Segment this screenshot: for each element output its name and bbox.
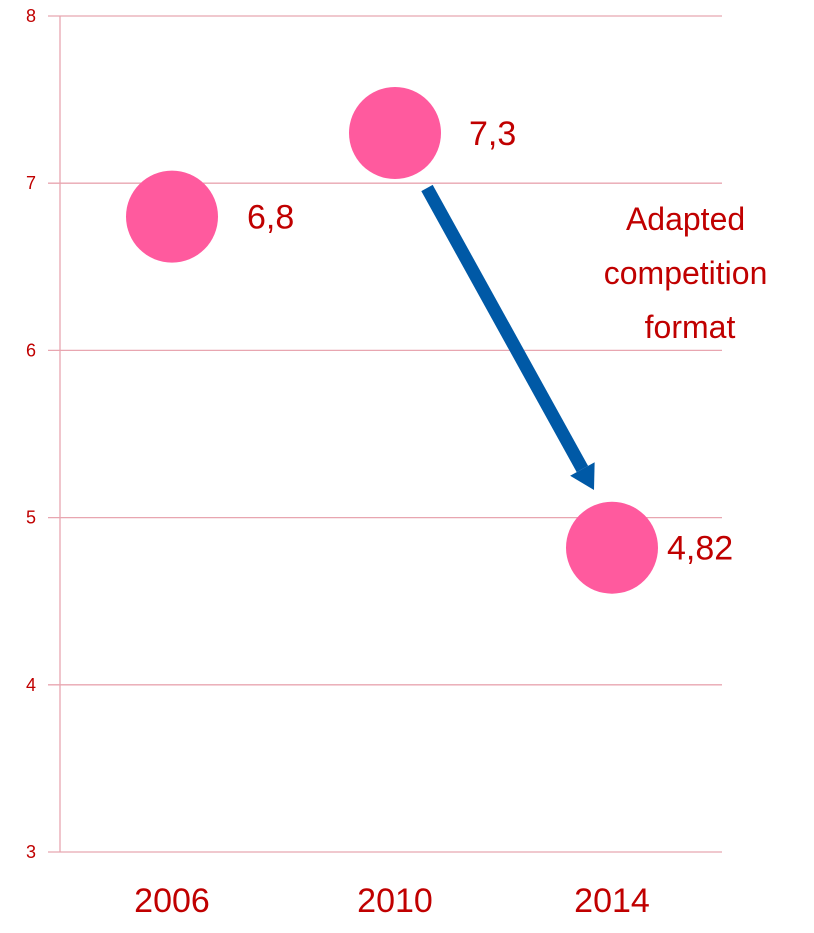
y-tick-label-4: 4	[26, 675, 36, 695]
annotation-line-2: competition	[604, 255, 768, 291]
data-point-2014	[566, 501, 658, 594]
annotation-line-1: Adapted	[626, 201, 745, 237]
x-category-label-2014: 2014	[574, 882, 650, 920]
y-tick-label-6: 6	[26, 340, 36, 360]
annotation-text: Adapted competition format	[604, 201, 777, 345]
arrow-head	[570, 462, 595, 490]
data-label-2006: 6,8	[247, 199, 294, 237]
x-category-label-2010: 2010	[357, 882, 433, 920]
x-category-labels: 2006 2010 2014	[134, 882, 650, 920]
annotation-line-3: format	[645, 309, 736, 345]
y-tick-labels: 3 4 5 6 7 8	[26, 6, 36, 862]
y-tick-label-8: 8	[26, 6, 36, 26]
x-category-label-2006: 2006	[134, 882, 210, 920]
y-tick-label-5: 5	[26, 508, 36, 528]
data-label-2014: 4,82	[667, 530, 733, 568]
y-tick-label-3: 3	[26, 842, 36, 862]
data-points	[126, 87, 658, 594]
data-point-2006	[126, 170, 218, 263]
arrow-shaft	[421, 184, 589, 473]
data-label-2010: 7,3	[469, 115, 516, 153]
data-labels: 6,8 7,3 4,82	[247, 115, 733, 568]
y-tick-label-7: 7	[26, 173, 36, 193]
trend-arrow	[421, 184, 595, 490]
data-point-2010	[349, 87, 441, 180]
